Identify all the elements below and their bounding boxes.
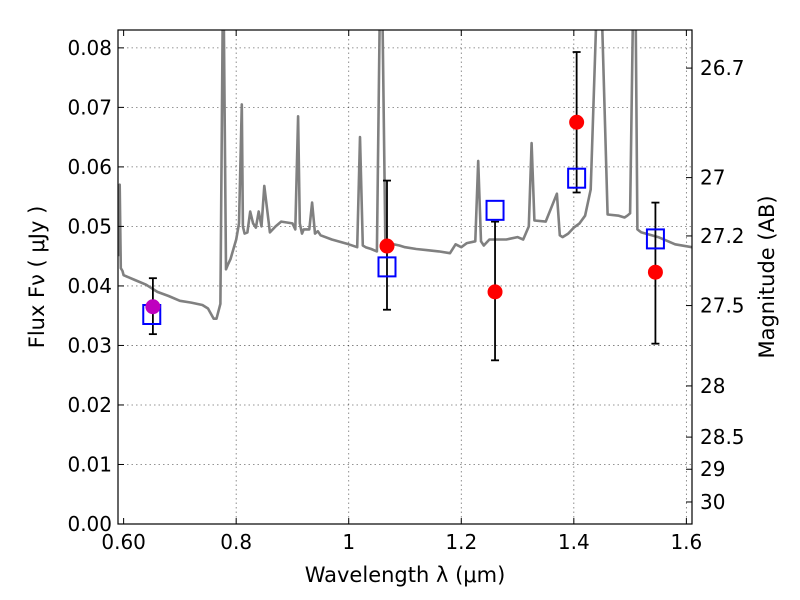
y2-tick-label: 30 xyxy=(700,490,725,514)
y2-axis-label: Magnitude (AB) xyxy=(755,195,779,358)
plot-background xyxy=(118,30,692,524)
axis-ticks: 0.60 0.8 1 1.2 1.4 1.6 0.00 0.01 0.02 0.03 0.04 0.0… xyxy=(67,30,745,554)
x-tick-label: 0.8 xyxy=(220,530,252,554)
observed-flux-point xyxy=(487,284,503,300)
x-tick-label: 1.4 xyxy=(558,530,590,554)
x-tick-label: 1 xyxy=(342,530,355,554)
model-photometry-square xyxy=(485,199,505,221)
observed-flux-point xyxy=(569,114,585,130)
y2-tick-label: 29 xyxy=(700,457,725,481)
y-tick-label: 0.02 xyxy=(67,393,112,417)
data-markers xyxy=(142,114,665,325)
y2-tick-label: 27.5 xyxy=(700,294,745,318)
y-tick-label: 0.06 xyxy=(67,155,112,179)
y-tick-label: 0.01 xyxy=(67,452,112,476)
y2-tick-label: 28 xyxy=(700,374,725,398)
model-photometry-square xyxy=(567,167,587,189)
y-tick-label: 0.00 xyxy=(67,512,112,536)
y2-tick-label: 28.5 xyxy=(700,425,745,449)
model-photometry-square xyxy=(377,256,397,278)
x-tick-label: 0.60 xyxy=(101,530,146,554)
spectrum-line xyxy=(118,30,692,321)
model-spectrum xyxy=(118,30,692,321)
y2-tick-label: 27.2 xyxy=(700,224,745,248)
y-axis-label: Flux Fν ( μJy ) xyxy=(25,206,49,349)
y-tick-label: 0.07 xyxy=(67,95,112,119)
model-photometry-square xyxy=(645,228,665,250)
x-axis-label: Wavelength λ (μm) xyxy=(305,563,506,587)
observed-flux-point xyxy=(647,264,663,280)
y-tick-label: 0.08 xyxy=(67,36,112,60)
y-tick-label: 0.04 xyxy=(67,274,112,298)
y-tick-label: 0.05 xyxy=(67,214,112,238)
y2-tick-label: 27 xyxy=(700,166,725,190)
y2-tick-label: 26.7 xyxy=(700,56,745,80)
plot-frame xyxy=(117,29,693,525)
x-tick-label: 1.2 xyxy=(445,530,477,554)
observed-flux-point xyxy=(145,299,161,315)
grid xyxy=(118,30,692,524)
x-tick-label: 1.6 xyxy=(670,530,702,554)
observed-flux-point xyxy=(379,238,395,254)
y-tick-label: 0.03 xyxy=(67,333,112,357)
